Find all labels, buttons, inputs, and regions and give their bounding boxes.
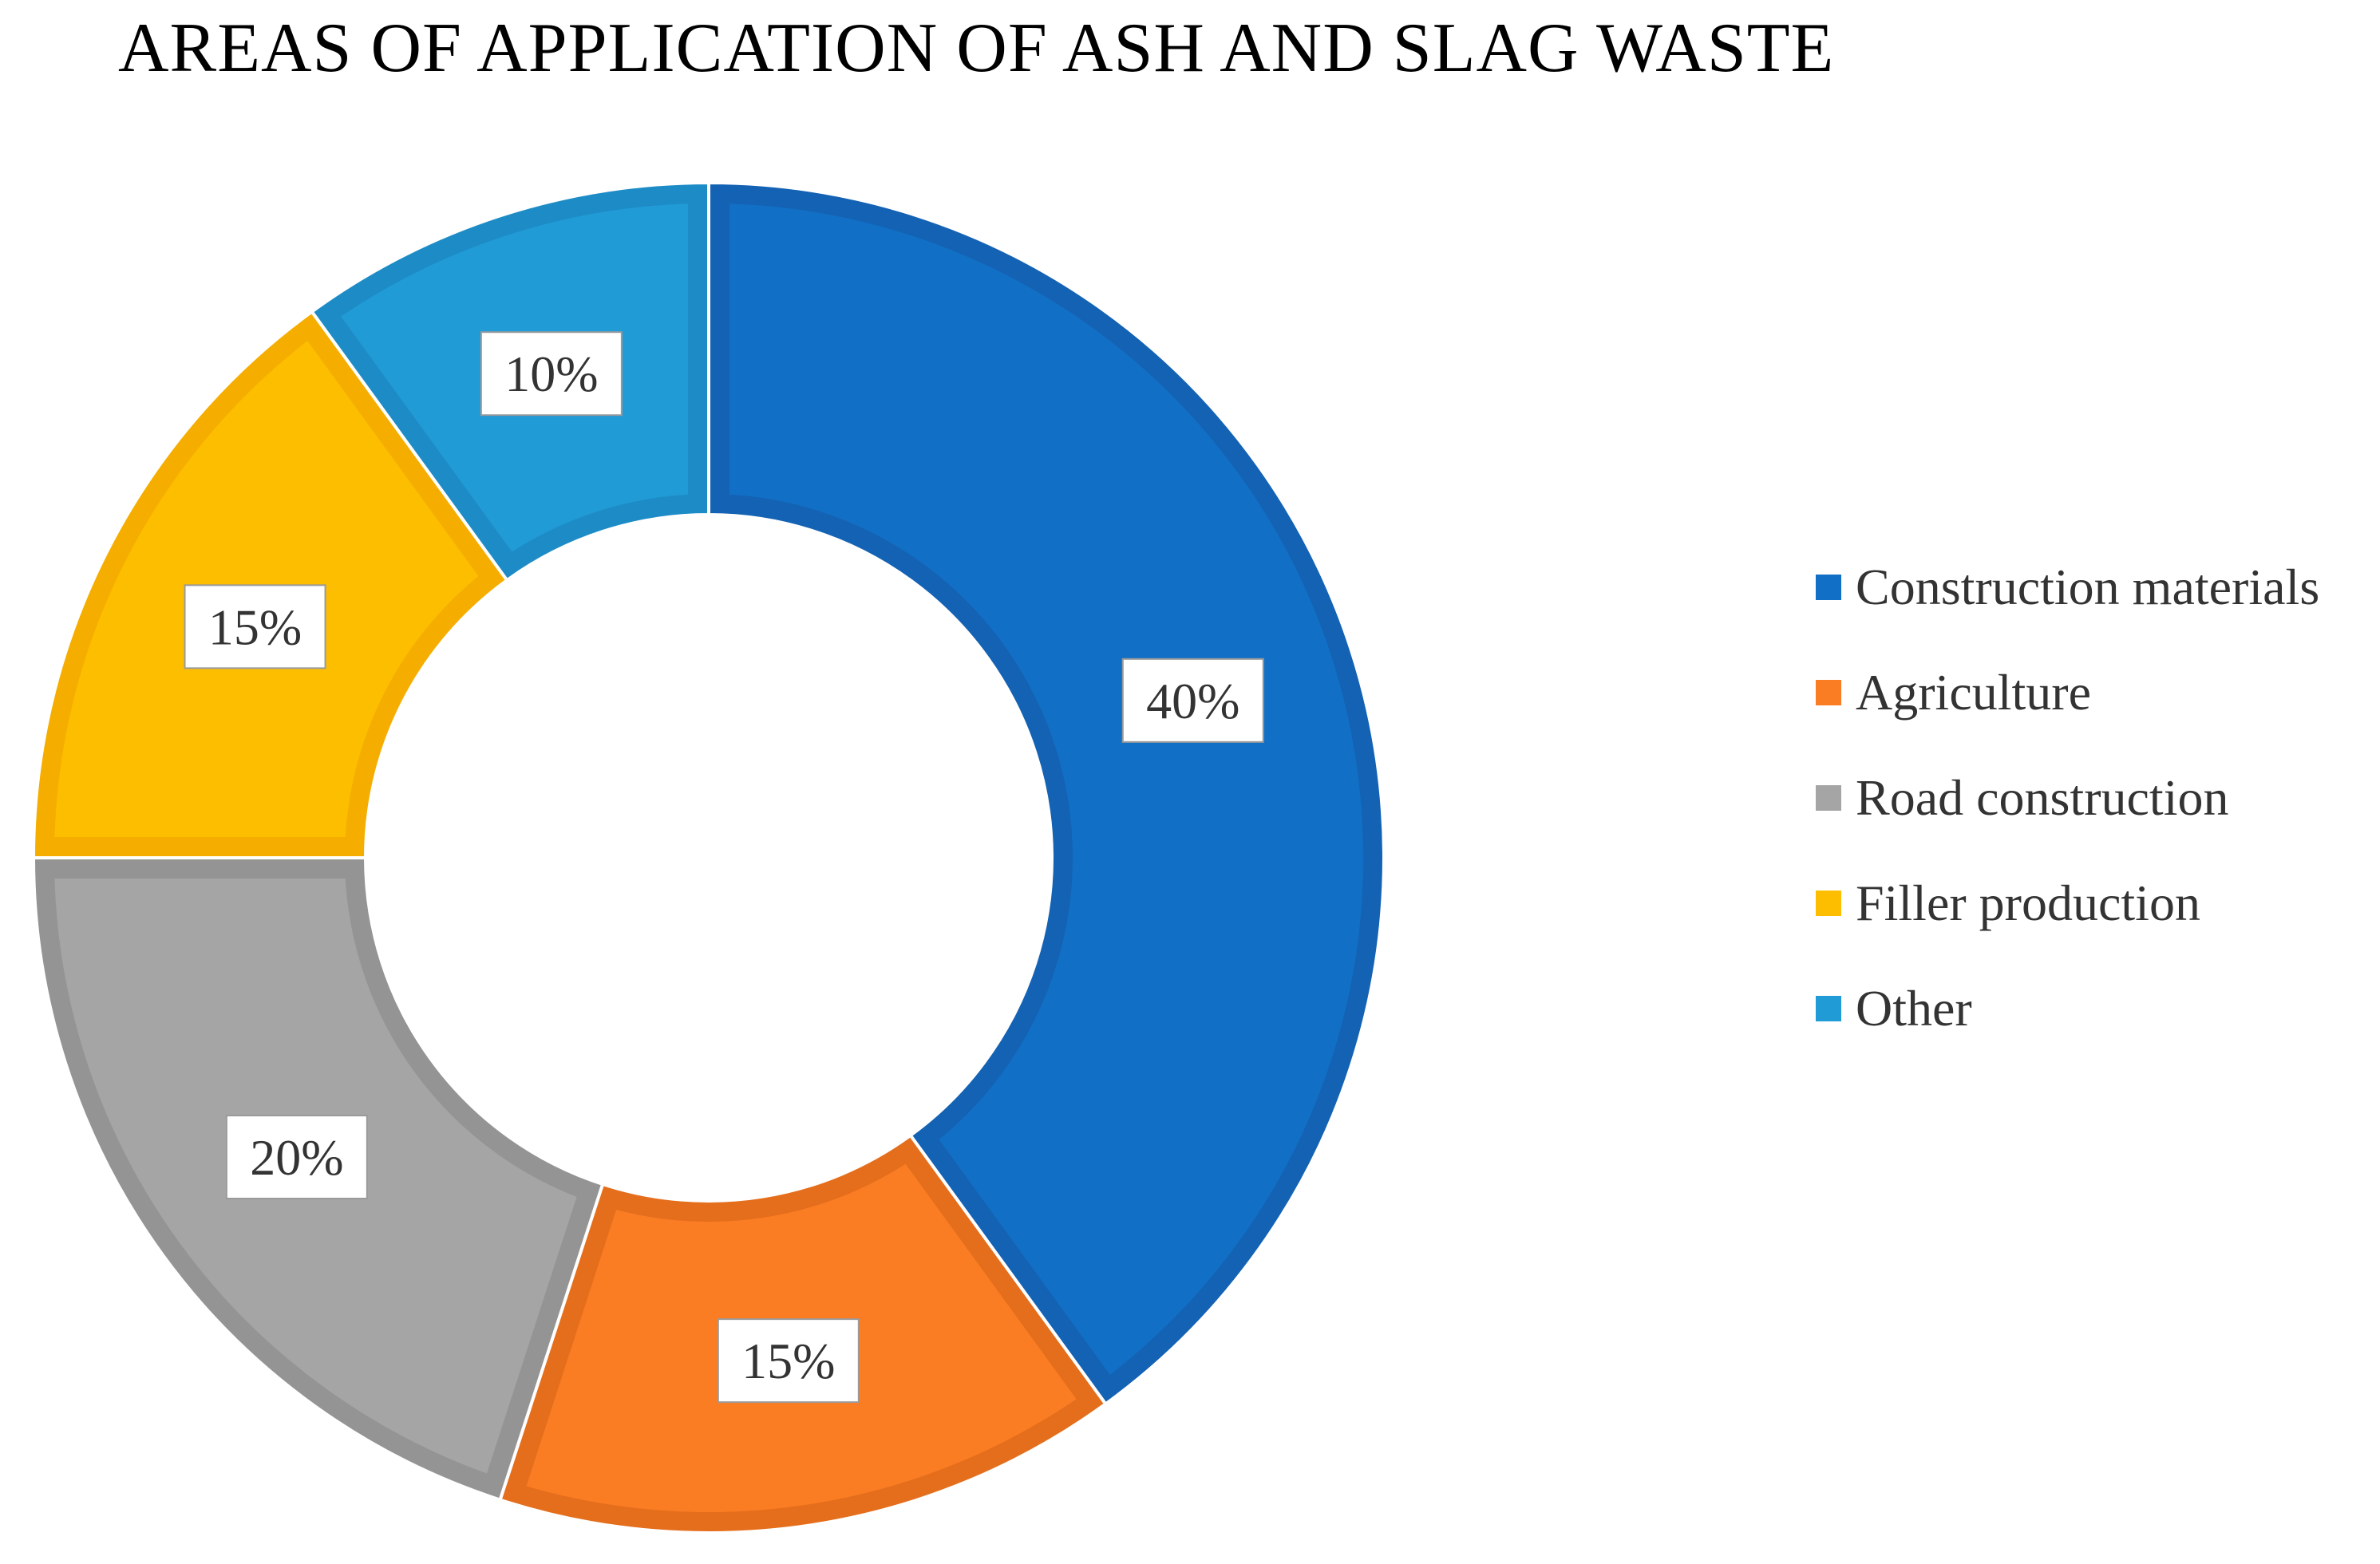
slice-separator xyxy=(498,1133,1109,1534)
data-label-box xyxy=(184,584,326,669)
slice-separator xyxy=(31,309,510,859)
legend-swatch xyxy=(1816,996,1841,1021)
data-label-filler-production: 15% xyxy=(184,584,326,669)
legend-item-construction-materials: Construction materials xyxy=(1816,535,2374,640)
legend-swatch xyxy=(1816,575,1841,600)
legend-item-filler-production: Filler production xyxy=(1816,851,2374,956)
data-label-agriculture: 15% xyxy=(717,1318,860,1404)
legend-label: Other xyxy=(1856,980,1972,1037)
legend-label: Filler production xyxy=(1856,875,2200,931)
data-label-text: 15% xyxy=(208,598,302,655)
data-label-other: 10% xyxy=(480,331,623,417)
slice-separator xyxy=(707,180,1386,1407)
legend-label: Agriculture xyxy=(1856,664,2091,721)
data-label-box xyxy=(225,1115,368,1200)
data-label-road-construction: 20% xyxy=(225,1115,368,1200)
data-label-text: 10% xyxy=(504,346,598,402)
data-label-text: 15% xyxy=(741,1333,835,1389)
legend-swatch xyxy=(1816,680,1841,705)
slice-separator xyxy=(309,180,710,583)
legend-item-road-construction: Road construction xyxy=(1816,745,2374,851)
data-label-construction-materials: 40% xyxy=(1121,658,1264,743)
data-labels: 40% 15% 20% 15% 10% xyxy=(184,331,1264,1404)
data-label-box xyxy=(480,331,623,417)
legend-label: Construction materials xyxy=(1856,559,2320,615)
legend-label: Road construction xyxy=(1856,769,2229,826)
legend: Construction materials Agriculture Road … xyxy=(1816,535,2374,1061)
chart-title: AREAS OF APPLICATION OF ASH AND SLAG WAS… xyxy=(118,10,1835,87)
legend-item-other: Other xyxy=(1816,956,2374,1061)
legend-swatch xyxy=(1816,891,1841,916)
data-label-text: 40% xyxy=(1146,673,1239,729)
data-label-box xyxy=(717,1318,860,1404)
data-label-box xyxy=(1121,658,1264,743)
legend-item-agriculture: Agriculture xyxy=(1816,640,2374,745)
donut-slices xyxy=(31,180,1386,1534)
data-label-text: 20% xyxy=(250,1129,343,1186)
slice-separator xyxy=(31,856,605,1503)
legend-swatch xyxy=(1816,785,1841,811)
